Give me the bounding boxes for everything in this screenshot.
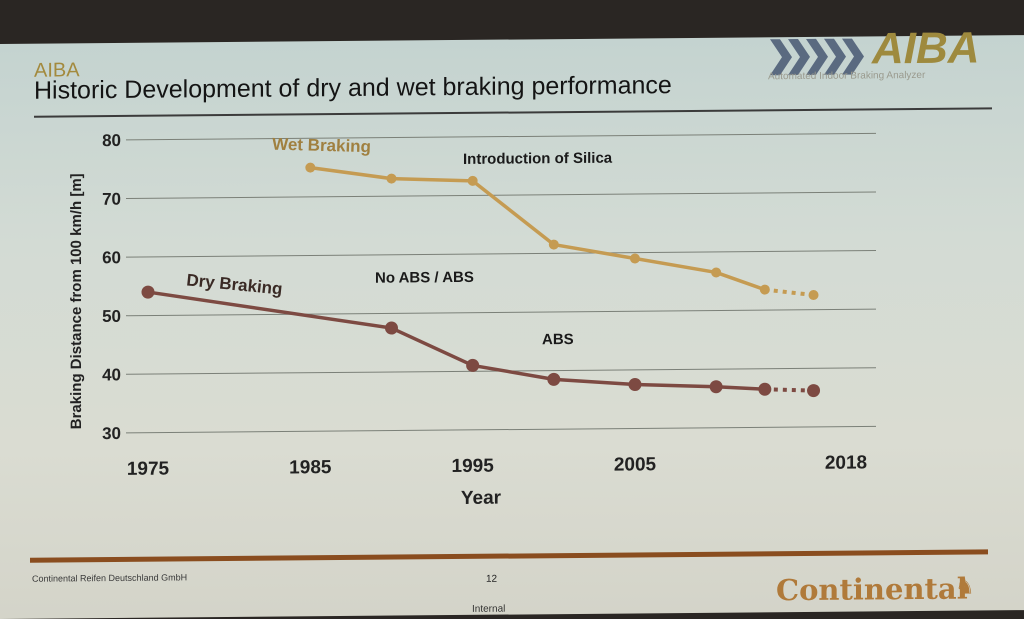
page-number: 12: [486, 573, 498, 585]
dry-braking-point: [709, 380, 723, 394]
dry-braking-point: [384, 321, 398, 335]
wet-braking-projection: [764, 287, 814, 298]
slide: AIBA Historic Development of dry and wet…: [0, 23, 1024, 619]
dry-braking-point: [807, 384, 821, 398]
wet-braking-point: [808, 290, 819, 301]
dry-series-label: Dry Braking: [186, 270, 284, 298]
wet-braking-point: [305, 162, 316, 173]
wet-braking-point: [386, 173, 397, 184]
chart-series: [141, 162, 821, 398]
aiba-chevron-logo-icon: [770, 38, 864, 76]
y-tick-label: 70: [102, 190, 121, 209]
wet-series-label: Wet Braking: [272, 135, 371, 157]
classification-label: Internal: [472, 603, 506, 615]
dry-braking-point: [466, 358, 480, 372]
gridline: [126, 191, 876, 200]
continental-logo: Continental: [776, 571, 968, 608]
dry-braking-projection: [764, 387, 814, 393]
x-tick-label: 2018: [825, 452, 867, 473]
horse-icon: ♞: [955, 573, 975, 599]
wet-braking-point: [467, 175, 478, 186]
y-tick-label: 30: [102, 424, 121, 443]
footer-company: Continental Reifen Deutschland GmbH: [32, 572, 188, 584]
dry-braking-point: [758, 382, 772, 396]
y-tick-label: 50: [102, 307, 121, 326]
dry-braking-point: [547, 372, 561, 386]
gridline: [126, 250, 876, 258]
footer-rule: [30, 549, 988, 563]
x-tick-labels: 1975 1985 1995 2005 2018: [127, 452, 867, 479]
x-axis-label: Year: [461, 488, 502, 509]
y-tick-labels: 30 40 50 60 70 80: [102, 131, 121, 443]
x-tick-label: 1985: [289, 457, 332, 478]
annotation-silica: Introduction of Silica: [463, 150, 613, 168]
dry-braking-point: [141, 285, 155, 299]
annotation-no-abs-abs: No ABS / ABS: [375, 269, 474, 287]
dry-braking-point: [628, 378, 642, 392]
x-tick-label: 1975: [127, 459, 170, 480]
y-axis-label: Braking Distance from 100 km/h [m]: [68, 173, 85, 429]
wet-braking-point: [711, 267, 722, 278]
y-tick-label: 80: [102, 131, 121, 150]
y-tick-label: 40: [102, 365, 121, 384]
gridline: [126, 308, 876, 317]
dry-braking-line: [147, 290, 765, 391]
annotation-abs: ABS: [542, 331, 574, 348]
y-tick-label: 60: [102, 248, 121, 267]
braking-chart: 30 40 50 60 70 80 1975 1985 1995 2005 2018 Brakin…: [68, 131, 876, 509]
x-tick-label: 1995: [452, 456, 495, 477]
wet-braking-point: [548, 239, 559, 250]
gridline: [126, 132, 876, 141]
wet-braking-point: [629, 253, 640, 264]
wet-braking-point: [759, 284, 770, 295]
gridline: [126, 425, 876, 434]
x-tick-label: 2005: [614, 454, 657, 475]
